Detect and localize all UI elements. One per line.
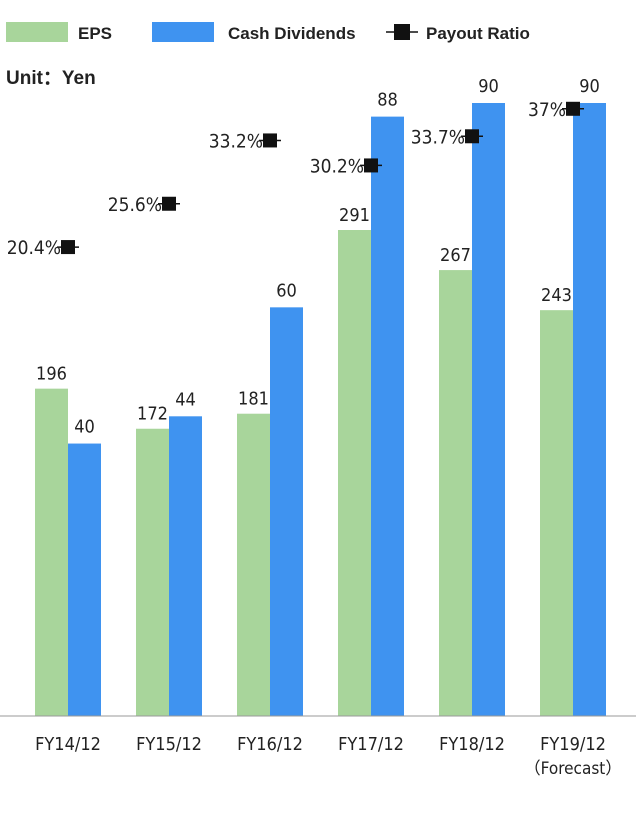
payout-ratio-marker: [162, 196, 176, 211]
payout-ratio-label: 37%: [528, 99, 566, 121]
cash-dividends-value-label: 60: [276, 280, 297, 301]
unit-label: Unit：Yen: [6, 68, 96, 89]
payout-ratio-marker: [465, 129, 479, 144]
eps-value-label: 243: [541, 285, 572, 306]
eps-value-label: 172: [137, 404, 168, 425]
x-tick-label: FY15/12: [136, 734, 202, 755]
legend-label-payout-ratio: Payout Ratio: [426, 24, 530, 43]
payout-ratio-marker: [61, 240, 75, 255]
x-tick-label: FY19/12: [540, 734, 606, 755]
legend-label-eps: EPS: [78, 24, 112, 43]
cash-dividends-value-label: 88: [377, 90, 398, 111]
eps-bar: [35, 388, 68, 716]
legend-swatch-eps: [6, 22, 68, 42]
legend-swatch-payout-marker: [394, 24, 410, 40]
eps-bar: [338, 230, 371, 716]
legend-swatch-cash-dividends: [152, 22, 214, 42]
x-tick-label: FY17/12: [338, 734, 404, 755]
payout-ratio-layer: 20.4% 25.6% 33.2% 30.2% 33.7% 37%: [7, 99, 584, 259]
x-tick-label: FY16/12: [237, 734, 303, 755]
legend: EPS Cash Dividends Payout Ratio: [6, 22, 530, 43]
payout-ratio-label: 33.2%: [209, 130, 263, 152]
cash-dividends-bar: [270, 307, 303, 716]
cash-dividends-value-label: 90: [478, 76, 499, 97]
eps-bar: [540, 310, 573, 716]
eps-value-label: 181: [238, 389, 269, 410]
cash-dividends-value-label: 44: [175, 389, 196, 410]
cash-dividends-value-label: 40: [74, 417, 95, 438]
eps-bar: [237, 413, 270, 716]
payout-ratio-label: 33.7%: [411, 126, 465, 148]
legend-label-cash-dividends: Cash Dividends: [228, 24, 356, 43]
payout-ratio-marker: [364, 158, 378, 173]
cash-dividends-bar: [371, 116, 404, 717]
eps-bar: [439, 270, 472, 716]
cash-dividends-value-label: 90: [579, 76, 600, 97]
x-axis-ticks: FY14/12 FY15/12 FY16/12 FY17/12 FY18/12 FY19/…: [35, 734, 622, 779]
payout-ratio-label: 20.4%: [7, 237, 61, 259]
payout-ratio-marker: [566, 101, 580, 116]
eps-value-label: 267: [440, 245, 471, 266]
cash-dividends-bar: [68, 443, 101, 716]
cash-dividends-bar: [472, 103, 505, 716]
eps-value-label: 196: [36, 364, 67, 385]
x-tick-sublabel: （Forecast）: [524, 759, 623, 779]
bars-layer: 196 40 172 44 181 60 291 88 267 90 243 90: [35, 76, 606, 717]
eps-bar: [136, 428, 169, 716]
payout-ratio-marker: [263, 133, 277, 148]
payout-ratio-label: 25.6%: [108, 194, 162, 216]
x-tick-label: FY18/12: [439, 734, 505, 755]
cash-dividends-bar: [169, 416, 202, 716]
eps-value-label: 291: [339, 205, 370, 226]
payout-ratio-label: 30.2%: [310, 155, 364, 177]
cash-dividends-bar: [573, 103, 606, 716]
x-tick-label: FY14/12: [35, 734, 101, 755]
